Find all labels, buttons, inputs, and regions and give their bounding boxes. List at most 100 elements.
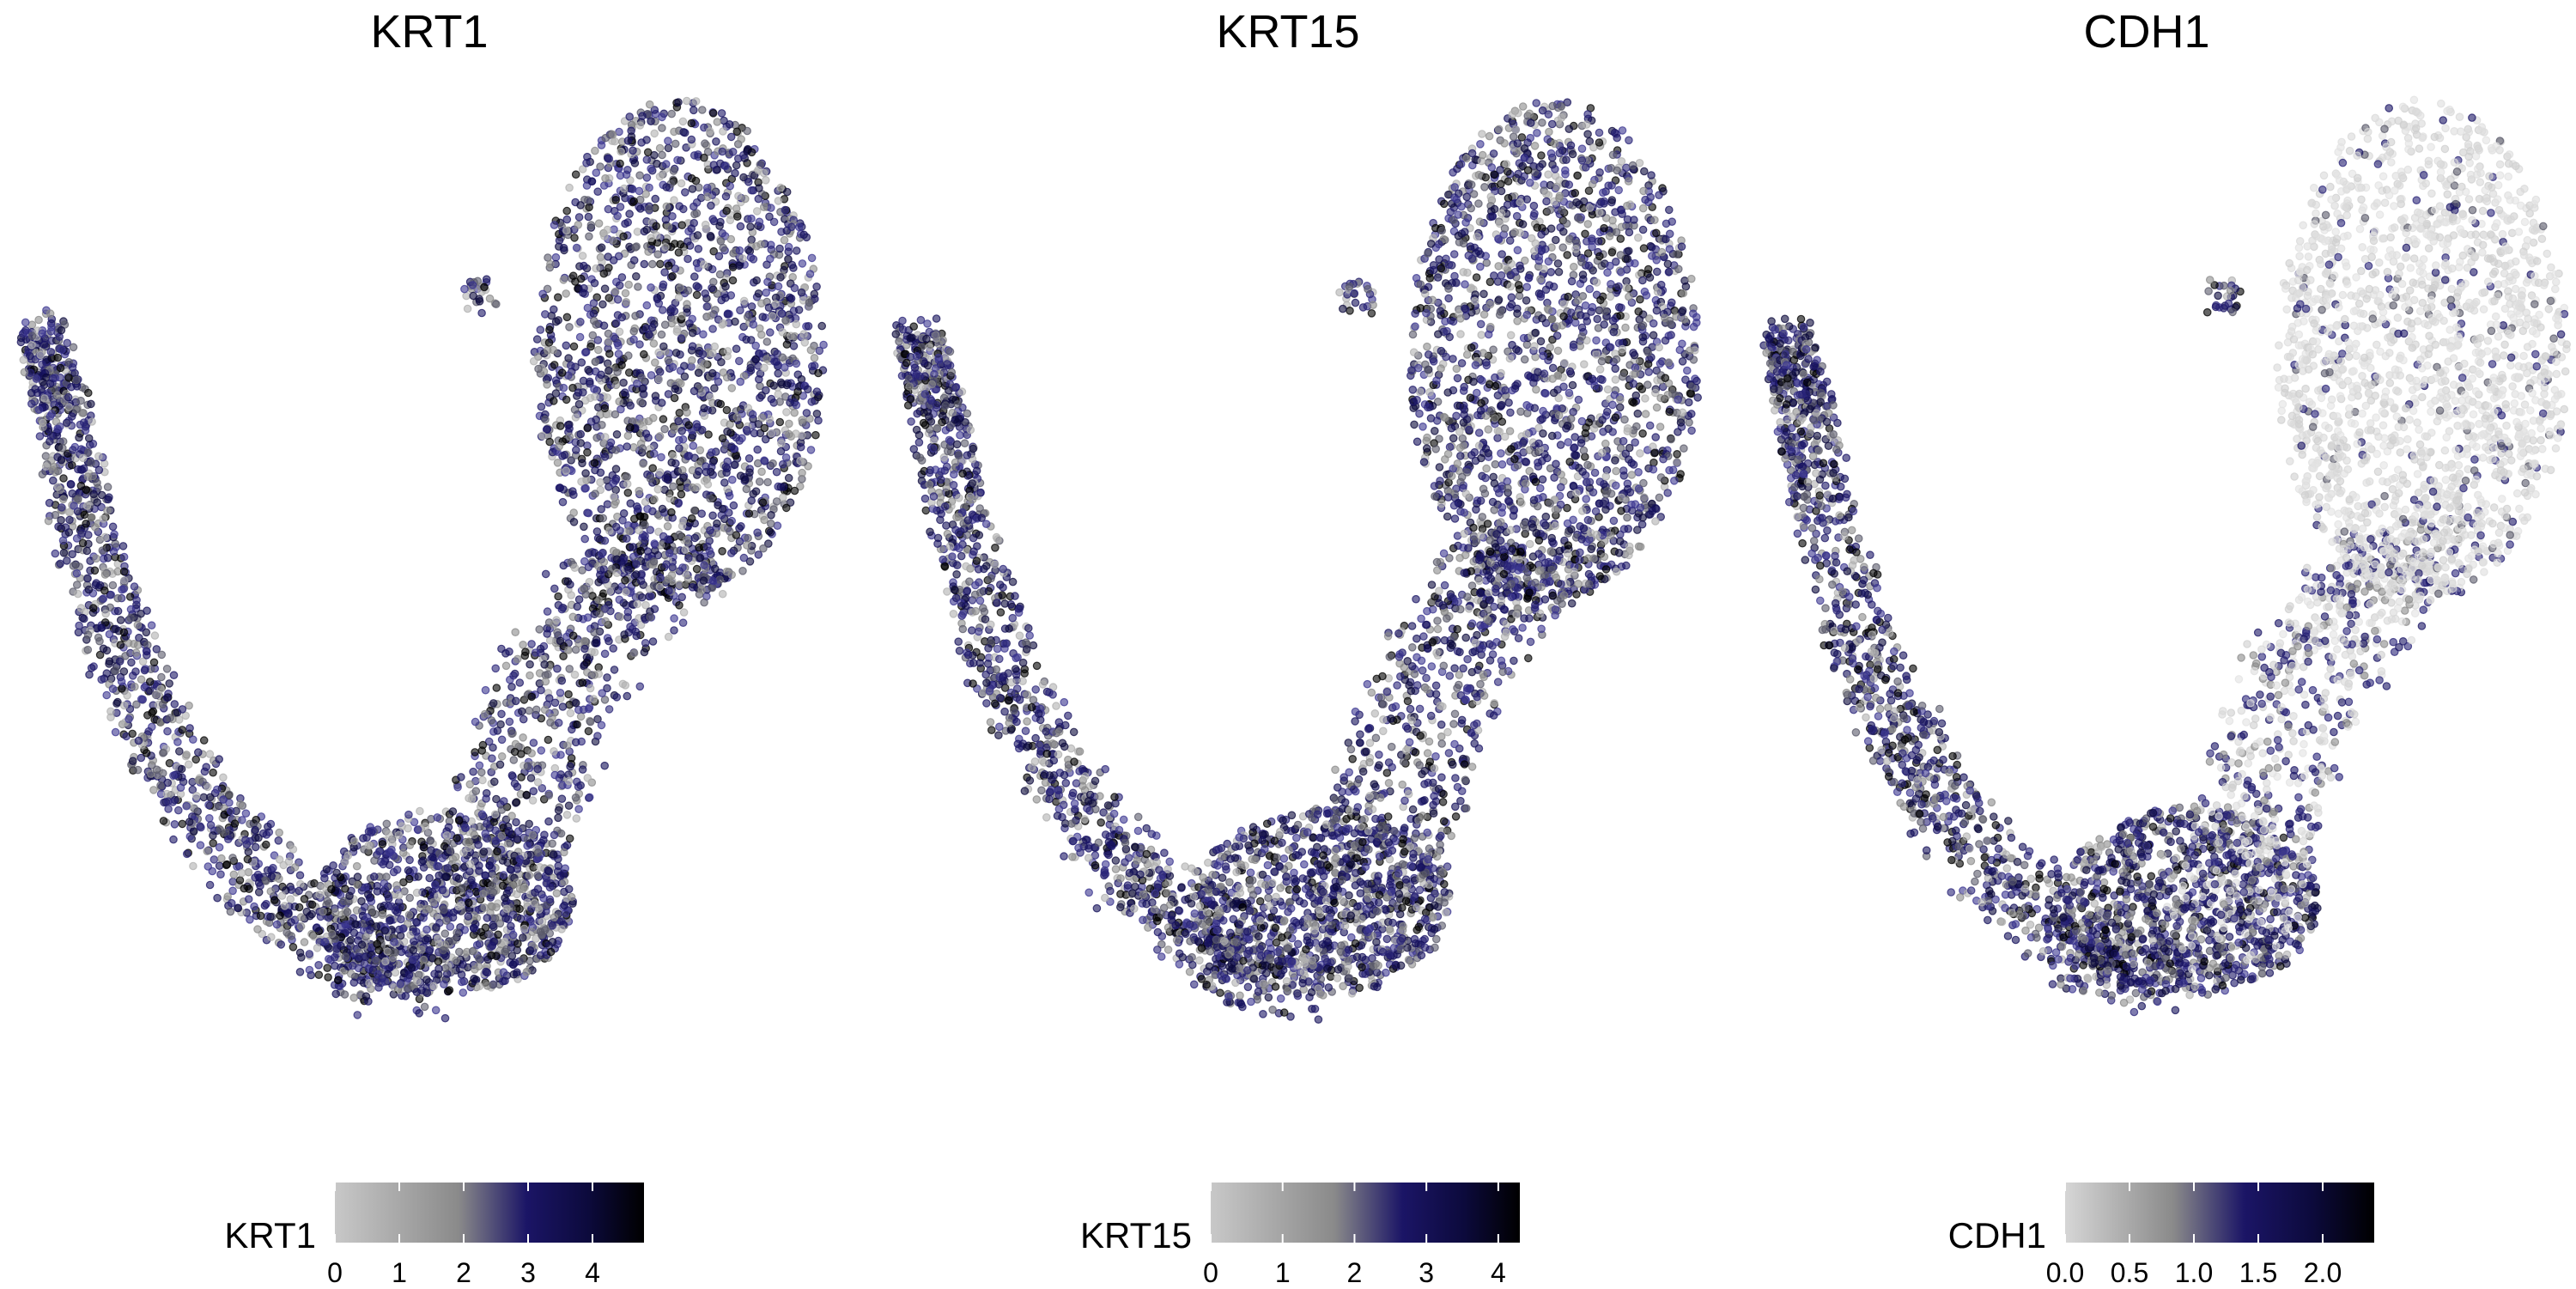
cell-point (158, 651, 165, 658)
colorbar-tick-label: 3 (520, 1257, 536, 1289)
cell-point (510, 672, 517, 679)
cell-point (668, 459, 675, 465)
cell-point (307, 913, 313, 920)
cell-point (601, 404, 608, 411)
cell-point (605, 295, 612, 301)
cell-point (220, 774, 227, 781)
cell-point (595, 220, 602, 227)
cell-point (601, 182, 608, 189)
cell-point (665, 137, 671, 144)
cell-point (552, 390, 559, 397)
cell-point (783, 504, 790, 511)
cell-point (565, 690, 572, 697)
cell-point (671, 128, 677, 135)
cell-point (635, 488, 642, 495)
cell-point (561, 902, 568, 909)
cell-point (573, 447, 580, 453)
cell-point (722, 162, 729, 169)
cell-point (551, 764, 558, 771)
cell-point (624, 432, 631, 439)
cell-point (805, 386, 811, 392)
cell-point (604, 501, 611, 508)
cell-point (656, 469, 663, 476)
cell-point (728, 443, 735, 450)
cell-point (418, 946, 425, 953)
cell-point (585, 509, 592, 516)
cell-point (297, 923, 304, 930)
cell-point (554, 666, 561, 672)
cell-point (383, 820, 390, 827)
cell-point (587, 222, 594, 228)
cell-point (591, 672, 598, 678)
cell-point (665, 633, 672, 640)
cell-point (584, 424, 591, 431)
cell-point (558, 795, 565, 802)
cell-point (503, 905, 510, 912)
cell-point (444, 865, 451, 872)
cell-point (81, 511, 88, 518)
cell-point (612, 197, 619, 204)
cell-point (352, 921, 359, 927)
cell-point (459, 978, 465, 985)
cell-point (342, 859, 349, 866)
cell-point (598, 422, 605, 429)
cell-point (406, 842, 413, 848)
cell-point (768, 204, 775, 211)
cell-point (566, 184, 573, 191)
cell-point (604, 394, 611, 401)
cell-point (786, 420, 793, 427)
cell-point (423, 976, 430, 983)
cell-point (374, 888, 380, 895)
cell-point (755, 551, 762, 558)
cell-point (329, 930, 336, 937)
cell-point (625, 281, 632, 288)
cell-point (84, 631, 91, 638)
points-krt1 (17, 97, 827, 1022)
cell-point (720, 591, 726, 598)
cell-point (502, 915, 509, 921)
cell-point (564, 578, 571, 585)
cell-point (560, 245, 567, 252)
cell-point (524, 842, 531, 849)
cell-point (732, 345, 739, 352)
cell-point (680, 474, 687, 481)
cell-point (350, 979, 357, 986)
cell-point (689, 584, 696, 591)
cell-point (592, 416, 599, 423)
cell-point (413, 928, 420, 935)
cell-point (453, 854, 459, 860)
cell-point (679, 518, 686, 525)
cell-point (176, 716, 183, 723)
cell-point (531, 900, 538, 907)
cell-point (207, 822, 214, 829)
cell-point (584, 775, 591, 781)
cell-point (609, 131, 616, 138)
cell-point (570, 519, 577, 526)
cell-point (671, 426, 677, 433)
cell-point (562, 290, 569, 297)
cell-point (596, 610, 603, 617)
cell-point (623, 588, 629, 595)
cell-point (616, 596, 623, 603)
cell-point (696, 468, 702, 475)
cell-point (563, 842, 570, 848)
cell-point (722, 193, 729, 200)
cell-point (718, 359, 725, 366)
cell-point (730, 502, 737, 508)
cell-point (440, 981, 447, 988)
cell-point (529, 797, 536, 804)
cell-point (572, 794, 579, 801)
cell-point (769, 313, 775, 319)
cell-point (560, 562, 567, 568)
cell-point (723, 406, 730, 413)
cell-point (544, 426, 550, 433)
cell-point (111, 531, 118, 538)
cell-point (647, 613, 653, 620)
cell-point (565, 355, 572, 362)
cell-point (84, 647, 91, 654)
cell-point (52, 550, 58, 556)
cell-point (642, 191, 649, 198)
cell-point (676, 445, 683, 452)
cell-point (88, 418, 95, 425)
